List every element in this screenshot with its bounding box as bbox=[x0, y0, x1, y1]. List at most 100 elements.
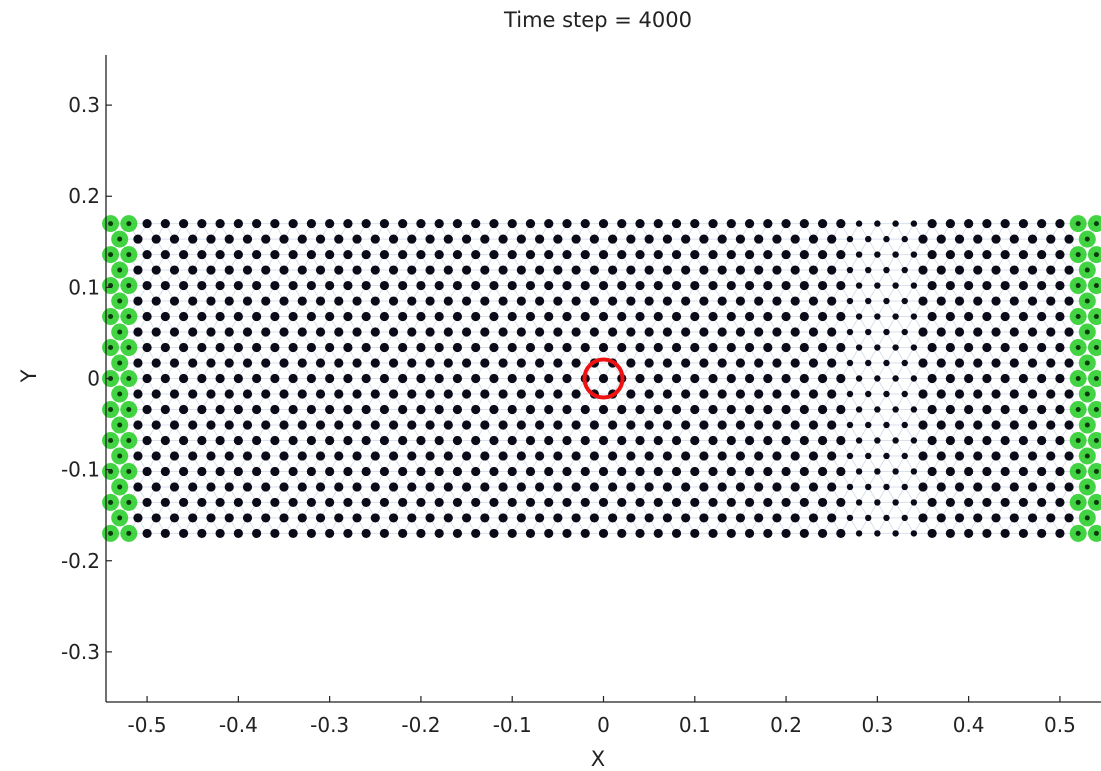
interior-particle bbox=[945, 528, 955, 539]
interior-particle bbox=[918, 513, 928, 523]
y-tick-label: -0.2 bbox=[61, 549, 100, 573]
interior-particle bbox=[910, 344, 918, 351]
interior-particle bbox=[790, 451, 800, 461]
interior-particle bbox=[744, 218, 755, 229]
interior-particle bbox=[690, 435, 700, 446]
interior-particle bbox=[1055, 280, 1065, 291]
interior-particle bbox=[498, 327, 508, 337]
interior-particle bbox=[507, 280, 517, 291]
interior-particle bbox=[315, 296, 326, 306]
interior-particle bbox=[617, 404, 627, 415]
interior-particle bbox=[507, 218, 517, 229]
interior-particle bbox=[471, 497, 481, 508]
interior-particle bbox=[846, 266, 854, 274]
interior-particle bbox=[1009, 265, 1019, 275]
boundary-particle-core bbox=[108, 406, 114, 412]
interior-particle bbox=[178, 404, 189, 415]
interior-particle bbox=[233, 373, 243, 384]
interior-particle bbox=[461, 482, 472, 492]
interior-particle bbox=[772, 389, 782, 399]
interior-particle bbox=[717, 451, 727, 461]
interior-particle bbox=[936, 358, 946, 368]
interior-particle bbox=[936, 513, 946, 523]
interior-particle bbox=[910, 406, 918, 413]
interior-particle bbox=[799, 373, 809, 384]
interior-particle bbox=[279, 327, 289, 337]
interior-particle bbox=[653, 311, 663, 322]
interior-particle bbox=[662, 358, 672, 368]
interior-particle bbox=[388, 296, 399, 306]
interior-particle bbox=[608, 327, 618, 337]
interior-particle bbox=[544, 342, 554, 353]
interior-particle bbox=[471, 404, 481, 415]
interior-particle bbox=[901, 235, 908, 243]
interior-particle bbox=[808, 482, 819, 492]
interior-particle bbox=[416, 466, 426, 477]
interior-particle bbox=[945, 373, 955, 384]
interior-particle bbox=[151, 389, 161, 399]
boundary-particle-core bbox=[126, 406, 132, 412]
interior-particle bbox=[799, 404, 809, 415]
interior-particle bbox=[379, 218, 390, 229]
interior-particle bbox=[315, 265, 326, 275]
boundary-particle-core bbox=[126, 314, 132, 320]
interior-particle bbox=[334, 358, 344, 368]
interior-particle bbox=[1064, 451, 1074, 461]
chart-title: Time step = 4000 bbox=[503, 8, 692, 32]
interior-particle bbox=[270, 466, 280, 477]
interior-particle bbox=[188, 265, 198, 275]
interior-particle bbox=[865, 514, 872, 522]
interior-particle bbox=[918, 358, 928, 368]
interior-particle bbox=[626, 482, 636, 492]
interior-particle bbox=[151, 234, 161, 244]
interior-particle bbox=[883, 514, 890, 522]
interior-particle bbox=[1064, 513, 1074, 523]
interior-particle bbox=[215, 528, 225, 539]
interior-particle bbox=[306, 404, 316, 415]
interior-particle bbox=[315, 451, 326, 461]
interior-particle bbox=[846, 421, 854, 429]
interior-particle bbox=[781, 342, 791, 353]
interior-particle bbox=[1055, 249, 1065, 260]
interior-particle bbox=[224, 296, 234, 306]
interior-particle bbox=[763, 497, 773, 508]
interior-particle bbox=[1055, 404, 1065, 415]
interior-particle bbox=[252, 280, 262, 291]
interior-particle bbox=[443, 513, 453, 523]
interior-particle bbox=[865, 266, 872, 274]
interior-particle bbox=[1018, 404, 1029, 415]
interior-particle bbox=[215, 404, 225, 415]
interior-particle bbox=[608, 513, 618, 523]
interior-particle bbox=[425, 420, 435, 430]
interior-particle bbox=[653, 404, 663, 415]
interior-particle bbox=[1037, 528, 1047, 539]
interior-particle bbox=[571, 420, 581, 430]
interior-particle bbox=[790, 389, 800, 399]
interior-particle bbox=[452, 435, 463, 446]
interior-particle bbox=[188, 513, 198, 523]
interior-particle bbox=[242, 358, 253, 368]
interior-particle bbox=[681, 482, 691, 492]
interior-particle bbox=[288, 342, 298, 353]
boundary-particle-core bbox=[1075, 345, 1081, 351]
interior-particle bbox=[644, 513, 654, 523]
interior-particle bbox=[525, 404, 536, 415]
interior-particle bbox=[681, 327, 691, 337]
interior-particle bbox=[635, 497, 645, 508]
interior-particle bbox=[197, 497, 207, 508]
x-tick-label: 0 bbox=[597, 713, 610, 737]
interior-particle bbox=[653, 342, 663, 353]
interior-particle bbox=[452, 373, 463, 384]
interior-particle bbox=[799, 311, 809, 322]
interior-particle bbox=[681, 296, 691, 306]
interior-particle bbox=[169, 420, 180, 430]
interior-particle bbox=[306, 342, 316, 353]
interior-particle bbox=[681, 358, 691, 368]
interior-particle bbox=[480, 358, 490, 368]
interior-particle bbox=[525, 528, 536, 539]
interior-particle bbox=[973, 482, 983, 492]
interior-particle bbox=[142, 435, 152, 446]
interior-particle bbox=[598, 342, 609, 353]
interior-particle bbox=[964, 249, 974, 260]
boundary-particle-core bbox=[126, 499, 132, 505]
